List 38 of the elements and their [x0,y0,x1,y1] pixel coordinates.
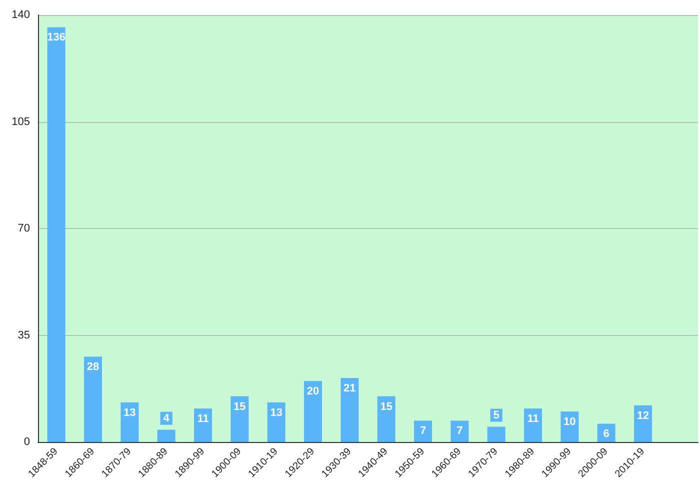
data-label: 15 [234,400,246,413]
bar [450,420,469,442]
bar [340,378,359,442]
data-label: 7 [456,425,463,438]
bar [524,408,542,442]
data-label: 12 [636,410,650,422]
data-label: 11 [527,412,539,425]
y-tick-label: 70 [18,222,30,234]
data-label: 13 [124,406,136,419]
data-label: 136 [47,32,66,44]
y-tick-label: 0 [24,436,30,448]
bar [304,381,322,442]
data-label: 5 [493,409,500,422]
data-label: 7 [420,425,426,438]
bar [120,402,139,442]
data-label: 10 [564,416,576,428]
bar [230,396,249,442]
bar [47,27,66,442]
y-tick-label: 35 [18,329,30,342]
bar [377,396,396,442]
data-label: 6 [603,428,610,440]
bar [157,430,176,442]
data-label: 13 [270,406,282,419]
bar [487,426,506,442]
data-label: 21 [344,382,356,394]
bar [194,408,212,442]
bar [414,420,432,442]
data-label: 11 [197,412,209,425]
data-label: 4 [163,412,170,424]
data-label: 20 [306,386,320,398]
data-label: 15 [380,400,392,413]
y-tick-label: 105 [12,116,30,128]
bar [634,405,652,442]
y-tick-label: 140 [12,9,30,21]
bar [267,402,286,442]
bar [597,424,616,442]
data-label: 28 [86,361,100,374]
bar [84,356,102,442]
